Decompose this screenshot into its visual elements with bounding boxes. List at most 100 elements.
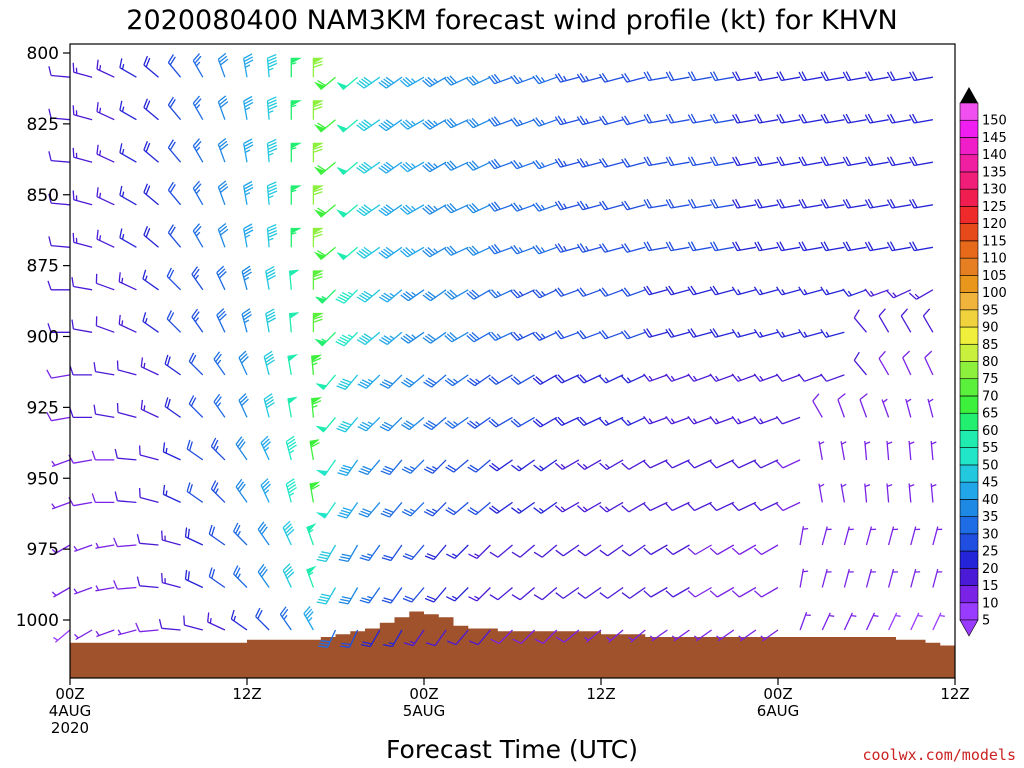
wind-barb [665,156,690,167]
wind-barb [119,100,137,121]
wind-barb [598,287,624,297]
wind-barb [255,607,270,631]
wind-barb [290,142,302,163]
colorbar-label: 5 [982,614,990,629]
colorbar-swatch [959,137,979,156]
wind-barb [266,53,278,78]
wind-barb [621,243,646,253]
wind-barb [466,75,491,86]
terrain-layer [70,611,955,678]
wind-barb [731,501,757,512]
wind-barb [208,524,226,546]
wind-barb [799,526,809,546]
wind-barb [510,117,535,127]
wind-barb [378,246,403,259]
wind-barb [380,459,403,476]
wind-barb [241,308,252,333]
wind-barb [356,246,381,259]
wind-barb [401,374,425,388]
x-tick-label: 4AUG [49,702,91,720]
wind-barb [798,241,823,252]
wind-barb [113,580,137,590]
colorbar-swatch [959,499,979,517]
wind-barb [312,270,324,290]
wind-barb [337,459,359,477]
wind-barb [930,440,937,460]
wind-barb [924,350,934,376]
wind-barb [47,323,70,333]
wind-barb [400,331,425,344]
wind-barb [886,113,911,124]
colorbar-label: 105 [982,269,1007,284]
wind-barb [909,198,934,209]
colorbar-swatch [959,292,979,311]
wind-barb [864,198,889,209]
wind-barb [909,113,934,124]
wind-barb [282,520,295,546]
wind-barb [488,73,513,85]
wind-barb [358,501,381,518]
wind-barb [312,227,324,248]
wind-barb [51,459,71,468]
wind-barb [285,435,297,461]
y-tick-label: 1000 [16,611,59,631]
wind-barb [401,501,425,517]
wind-barb [73,586,93,595]
wind-barb [776,241,801,252]
wind-barb [510,74,535,85]
wind-barb [241,265,252,290]
wind-barb [510,289,535,299]
wind-barb [908,289,934,300]
wind-barb [422,246,447,258]
wind-barb [905,398,912,418]
wind-barb [820,241,845,252]
colorbar-label: 135 [982,165,1007,180]
wind-barb [359,544,381,562]
wind-barb [378,204,403,217]
wind-barb [731,286,757,296]
wind-barb [932,526,943,546]
wind-barb [927,398,934,418]
wind-barb [598,73,624,83]
wind-barb [532,202,558,212]
wind-barb [490,629,513,644]
colorbar-label: 100 [982,286,1007,301]
wind-barb [799,568,809,588]
wind-barb [119,58,137,78]
wind-barb [422,161,447,173]
wind-barb [213,351,226,376]
wind-barb [687,415,712,425]
wind-barb [469,629,491,646]
wind-barb [143,225,159,248]
x-tick-label: 2020 [51,719,89,737]
wind-barb [555,629,580,643]
wind-barb [799,611,811,631]
wind-barb [164,354,181,376]
wind-barb [753,501,779,512]
wind-barb [184,527,204,546]
wind-barb [887,526,899,546]
wind-barb [260,478,271,503]
wind-barb [466,289,491,300]
wind-barb [47,280,70,291]
wind-barb [309,481,321,503]
wind-barb [621,73,646,83]
wind-barb [167,96,182,121]
wind-barb [290,185,302,205]
wind-barb [908,483,915,503]
terrain-surface [70,611,955,678]
wind-barb [910,568,921,588]
wind-barb [687,544,712,556]
wind-barb [555,544,580,557]
wind-barb [865,612,879,631]
wind-barb [51,501,71,510]
wind-barb [886,198,911,209]
wind-barb [192,95,204,121]
wind-barb [422,119,447,130]
wind-barb [446,544,469,559]
y-tick-label: 950 [27,469,59,489]
wind-barb [233,522,248,546]
wind-barb [338,587,359,605]
wind-barb [643,501,668,512]
wind-barb [902,350,912,376]
